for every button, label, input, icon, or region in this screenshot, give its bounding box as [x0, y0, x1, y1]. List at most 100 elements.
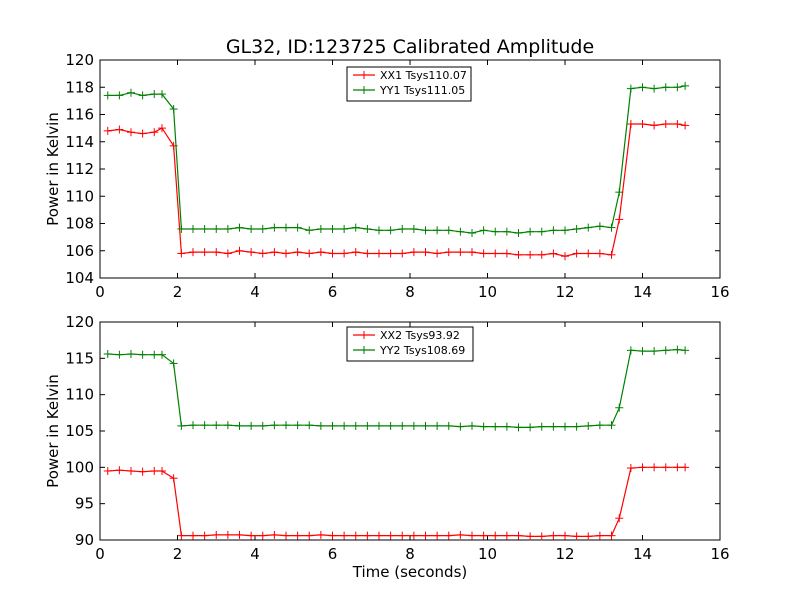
data-point	[681, 346, 690, 355]
data-point	[444, 226, 453, 235]
data-point	[189, 421, 197, 430]
data-point	[561, 252, 569, 261]
data-point	[607, 223, 616, 232]
data-point	[433, 226, 442, 235]
x-tick-label: 16	[710, 545, 729, 563]
data-point	[115, 466, 124, 475]
y-tick-label: 105	[65, 422, 94, 440]
data-point	[282, 223, 290, 232]
data-point	[282, 421, 290, 430]
data-point	[363, 249, 372, 258]
data-point	[247, 224, 256, 233]
data-point	[479, 531, 488, 540]
data-point	[386, 531, 395, 540]
data-point	[363, 531, 372, 540]
legend-entry: XX1 Tsys110.07	[353, 69, 467, 82]
data-point	[537, 227, 546, 236]
data-point	[526, 227, 535, 236]
data-point	[293, 223, 302, 232]
data-point	[127, 128, 135, 137]
data-point	[661, 120, 670, 129]
y-tick-label: 115	[65, 349, 94, 367]
data-point	[103, 91, 112, 100]
data-point	[235, 223, 244, 232]
data-point	[561, 531, 569, 540]
data-point	[223, 249, 232, 258]
y-tick-label: 110	[65, 187, 94, 205]
data-point	[328, 249, 337, 258]
data-point	[189, 531, 197, 540]
data-point	[270, 223, 279, 232]
x-tick-label: 8	[405, 283, 415, 301]
data-point	[502, 422, 511, 431]
data-point	[127, 88, 135, 97]
data-point	[409, 531, 418, 540]
y-tick-label: 120	[65, 313, 94, 331]
data-point	[115, 350, 124, 359]
x-tick-label: 2	[173, 283, 183, 301]
y-tick-label: 112	[65, 160, 94, 178]
data-point	[514, 531, 523, 540]
data-point	[258, 224, 267, 233]
data-point	[103, 126, 112, 135]
data-point	[282, 249, 290, 258]
x-tick-label: 2	[173, 545, 183, 563]
data-point	[200, 531, 209, 540]
data-point	[421, 421, 430, 430]
data-point	[607, 421, 616, 430]
data-point	[223, 224, 232, 233]
data-point	[549, 422, 558, 431]
data-point	[351, 248, 360, 257]
data-point	[409, 224, 418, 233]
data-point	[514, 229, 523, 238]
data-point	[200, 224, 209, 233]
x-axis-label: Time (seconds)	[352, 563, 468, 581]
y-tick-label: 95	[75, 495, 94, 513]
data-point	[456, 422, 465, 431]
data-point	[444, 248, 453, 257]
y-tick-label: 100	[65, 458, 94, 476]
data-point	[444, 531, 453, 540]
data-point	[491, 249, 500, 258]
data-point	[138, 129, 147, 138]
data-point	[561, 422, 569, 431]
data-point	[572, 249, 581, 258]
data-point	[549, 531, 558, 540]
data-point	[607, 531, 616, 540]
data-point	[177, 421, 186, 430]
data-point	[681, 463, 690, 472]
data-point	[673, 463, 682, 472]
data-point	[340, 531, 349, 540]
data-point	[293, 248, 302, 257]
legend-entry: XX2 Tsys93.92	[353, 329, 460, 342]
data-point	[158, 350, 166, 359]
data-point	[127, 349, 135, 358]
data-point	[514, 250, 523, 259]
data-point	[468, 531, 476, 540]
x-tick-label: 4	[250, 545, 260, 563]
data-point	[150, 128, 159, 137]
series-line-xx	[107, 466, 686, 538]
data-point	[502, 531, 511, 540]
data-point	[409, 421, 418, 430]
data-point	[526, 532, 535, 541]
data-point	[340, 249, 349, 258]
data-point	[386, 249, 395, 258]
data-point	[138, 350, 147, 359]
data-point	[212, 248, 221, 257]
data-point	[626, 346, 635, 355]
data-point	[305, 226, 314, 235]
data-point	[491, 531, 500, 540]
data-point	[189, 224, 197, 233]
data-point	[340, 224, 349, 233]
data-point	[595, 222, 604, 231]
data-point	[514, 423, 523, 432]
data-point	[103, 349, 112, 358]
data-point	[127, 466, 135, 475]
x-tick-label: 16	[710, 283, 729, 301]
data-point	[650, 84, 659, 93]
data-point	[258, 421, 267, 430]
data-point	[158, 90, 166, 99]
data-point	[681, 81, 690, 90]
data-point	[638, 463, 647, 472]
